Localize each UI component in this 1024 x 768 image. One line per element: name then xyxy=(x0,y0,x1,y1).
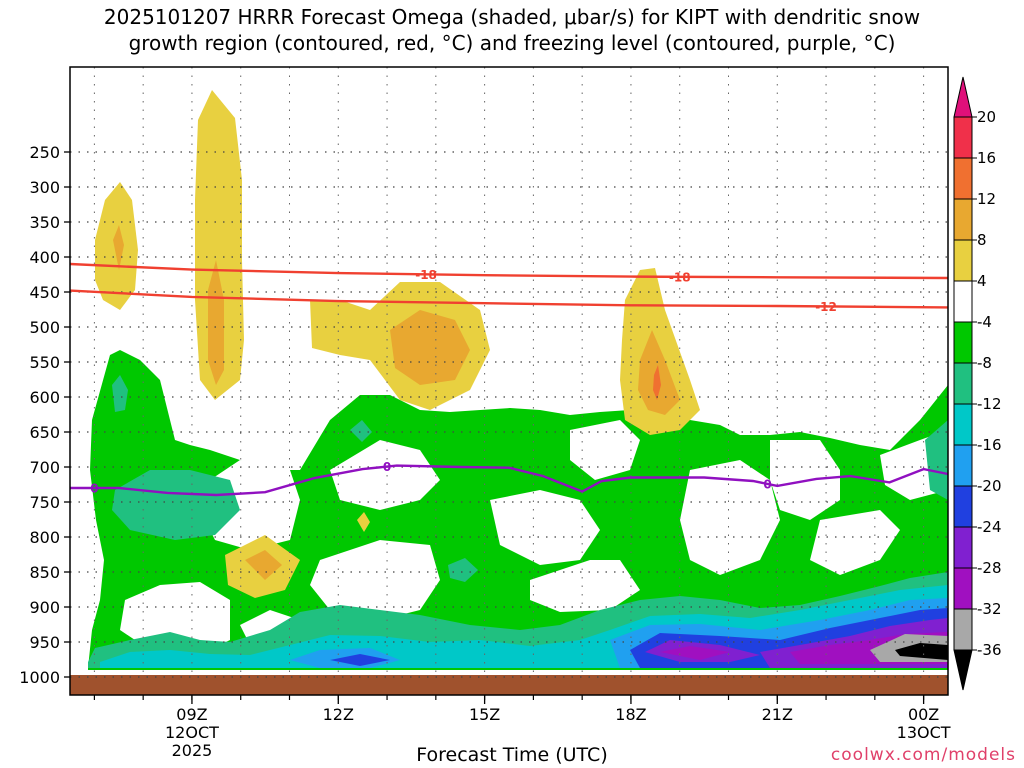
y-tick-label-650: 650 xyxy=(29,423,60,442)
omega-region-black xyxy=(895,643,948,660)
colorbar-swatch-6 xyxy=(953,362,973,405)
y-tick-label-550: 550 xyxy=(29,353,60,372)
omega-region-teal-small-1 xyxy=(112,375,128,412)
y-tick-label-350: 350 xyxy=(29,213,60,232)
colorbar-swatch-10 xyxy=(953,526,973,569)
omega-region-yellow-6 xyxy=(357,512,370,532)
y-tick-label-700: 700 xyxy=(29,458,60,477)
contour-label-2-1: 0 xyxy=(383,460,391,474)
y-tick-label-400: 400 xyxy=(29,248,60,267)
colorbar-swatch-1 xyxy=(953,157,973,200)
colorbar-label-4: 4 xyxy=(977,272,987,290)
colorbar-label-3: 8 xyxy=(977,231,987,249)
x-tick-label-2: 15Z xyxy=(469,705,500,724)
omega-region-teal-small-3 xyxy=(448,558,478,582)
y-tick-label-250: 250 xyxy=(29,143,60,162)
omega-hole-6 xyxy=(530,560,640,612)
contour-label-0-0: -18 xyxy=(415,268,437,282)
y-axis: 250 300 350 400 450 500 550 600 650 700 750 800 850 9… xyxy=(19,143,70,687)
colorbar-label-1: 16 xyxy=(977,149,996,167)
contour-label-0-1: -18 xyxy=(669,270,691,284)
contour-line-0 xyxy=(69,262,949,280)
colorbar-bottom-triangle xyxy=(953,649,973,691)
y-tick-label-450: 450 xyxy=(29,283,60,302)
colorbar-label-7: -12 xyxy=(977,395,1002,413)
omega-region-teal-right xyxy=(925,420,948,500)
omega-hole-10 xyxy=(810,510,900,575)
chart-title: 2025101207 HRRR Forecast Omega (shaded, … xyxy=(0,4,1024,56)
chart-title-line1: 2025101207 HRRR Forecast Omega (shaded, … xyxy=(103,5,921,29)
y-tick-label-900: 900 xyxy=(29,598,60,617)
colorbar-swatch-7 xyxy=(953,403,973,446)
omega-hole-3 xyxy=(310,540,440,620)
contour-label-2-2: 0 xyxy=(763,477,771,491)
x-tick-label-1: 12Z xyxy=(323,705,354,724)
colorbar-swatch-9 xyxy=(953,485,973,528)
plot-frame xyxy=(69,66,949,696)
omega-region-orange-3 xyxy=(390,310,470,385)
x-tick-label-3: 18Z xyxy=(615,705,646,724)
chart-title-line2: growth region (contoured, red, °C) and f… xyxy=(128,31,896,55)
y-tick-label-850: 850 xyxy=(29,563,60,582)
omega-region-yellow-2 xyxy=(195,90,244,400)
omega-shading xyxy=(88,90,948,670)
colorbar-label-12: -32 xyxy=(977,600,1002,618)
y-tick-label-950: 950 xyxy=(29,633,60,652)
x-tick-sublabel-0: 12OCT xyxy=(165,723,219,742)
colorbar-top-triangle xyxy=(953,76,973,118)
colorbar-label-10: -24 xyxy=(977,518,1002,536)
omega-region-orange-1 xyxy=(113,225,124,270)
colorbar-label-2: 12 xyxy=(977,190,996,208)
contour-label-2-0: 0 xyxy=(90,482,98,496)
colorbar-swatch-0 xyxy=(953,116,973,159)
colorbar-swatch-2 xyxy=(953,198,973,241)
x-tick-label-0: 09Z xyxy=(176,705,207,724)
isotherm-contours: -18 -18 -12 0 0 0 xyxy=(69,262,949,497)
omega-region-teal-small-2 xyxy=(350,420,372,442)
colorbar-swatch-11 xyxy=(953,567,973,610)
y-tick-label-750: 750 xyxy=(29,493,60,512)
colorbar-label-0: 20 xyxy=(977,108,996,126)
colorbar-label-11: -28 xyxy=(977,559,1002,577)
ground-bar xyxy=(70,675,948,695)
grid-lines xyxy=(70,67,948,678)
omega-hole-7 xyxy=(570,420,640,480)
x-tick-year-0: 2025 xyxy=(172,741,213,760)
y-tick-label-300: 300 xyxy=(29,178,60,197)
omega-region-teal-upper-left xyxy=(112,470,240,540)
x-tick-label-5: 00Z xyxy=(908,705,939,724)
y-tick-label-600: 600 xyxy=(29,388,60,407)
omega-region-red-tip xyxy=(653,365,661,400)
colorbar-label-8: -16 xyxy=(977,436,1002,454)
y-tick-label-800: 800 xyxy=(29,528,60,547)
colorbar-swatch-3 xyxy=(953,239,973,282)
omega-hole-5 xyxy=(490,490,600,565)
omega-region-orange-5 xyxy=(245,550,282,580)
omega-hole-4 xyxy=(330,440,440,510)
colorbar-swatch-5 xyxy=(953,321,973,364)
terrain-ground-bar xyxy=(70,675,948,695)
colorbar-label-9: -20 xyxy=(977,477,1002,495)
contour-line-2 xyxy=(70,464,949,497)
credit-text: coolwx.com/models xyxy=(830,745,1016,765)
colorbar-label-13: -36 xyxy=(977,641,1002,659)
y-tick-label-1000: 1000 xyxy=(19,668,60,687)
contour-label-1-0: -12 xyxy=(815,300,837,314)
x-axis-label: Forecast Time (UTC) xyxy=(416,744,608,766)
colorbar: 20 16 12 8 4 -4 -8 -12 -16 -20 -24 -28 -32 -36 xyxy=(953,76,1002,691)
colorbar-label-6: -8 xyxy=(977,354,992,372)
y-tick-label-500: 500 xyxy=(29,318,60,337)
x-tick-sublabel-5: 13OCT xyxy=(897,723,951,742)
omega-hole-8 xyxy=(680,460,780,575)
colorbar-label-5: -4 xyxy=(977,313,992,331)
contour-line-1 xyxy=(69,289,949,309)
colorbar-swatch-8 xyxy=(953,444,973,487)
omega-region-orange-2 xyxy=(208,260,224,385)
colorbar-swatch-4 xyxy=(953,280,973,323)
colorbar-swatch-12 xyxy=(953,608,973,651)
x-tick-label-4: 21Z xyxy=(762,705,793,724)
